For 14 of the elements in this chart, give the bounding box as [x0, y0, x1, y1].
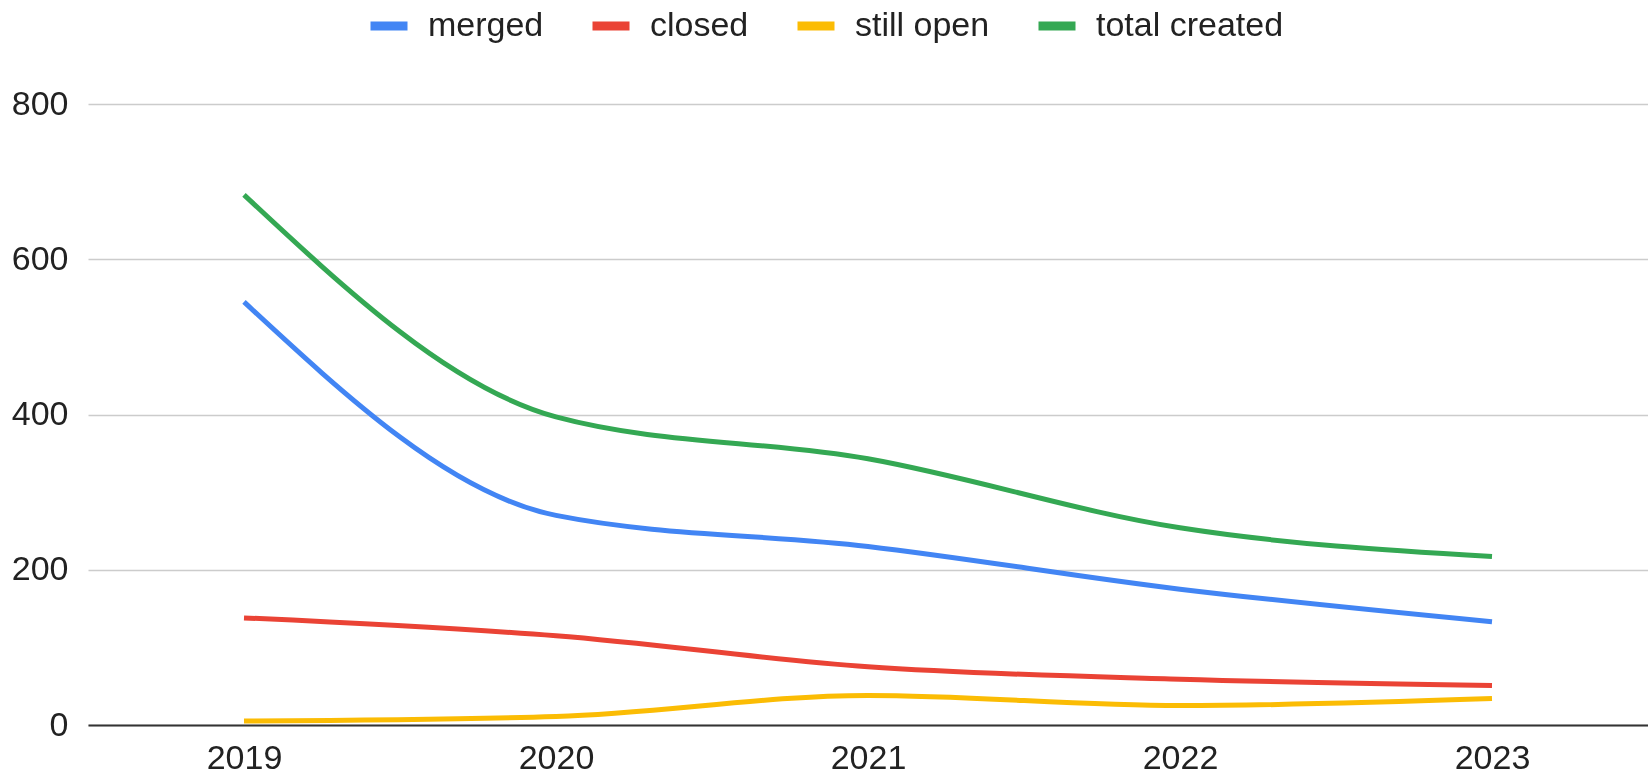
x-tick-label: 2019 [206, 737, 283, 776]
y-tick-label: 600 [11, 238, 69, 277]
y-tick-label: 400 [11, 394, 69, 432]
x-tick-label: 2020 [518, 737, 595, 776]
x-tick-label: 2023 [1454, 737, 1531, 776]
legend-label: total created [1096, 5, 1284, 43]
y-tick-label: 200 [11, 549, 69, 588]
y-tick-label: 0 [49, 704, 69, 743]
legend-label: closed [650, 5, 749, 43]
x-tick-label: 2021 [830, 737, 907, 776]
legend-label: still open [855, 5, 990, 43]
x-tick-label: 2022 [1142, 737, 1219, 776]
y-tick-label: 800 [11, 83, 69, 122]
legend-label: merged [428, 5, 544, 43]
